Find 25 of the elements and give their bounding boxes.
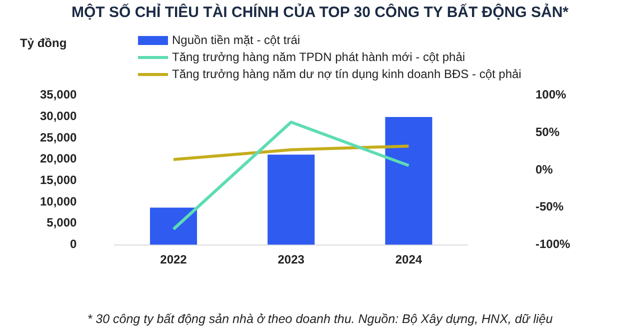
y2-tick-label: 100% bbox=[536, 88, 567, 102]
y-tick-label: 10,000 bbox=[40, 194, 78, 208]
y-tick-label: 35,000 bbox=[40, 88, 78, 102]
y-tick-label: 0 bbox=[70, 237, 78, 252]
legend-label: Nguồn tiền mặt - cột trái bbox=[172, 33, 300, 47]
legend-label: Tăng trưởng hàng năm TPDN phát hành mới - cột phải bbox=[172, 50, 466, 64]
y-axis-title: Tỷ đồng bbox=[20, 36, 67, 50]
y2-tick-label: -100% bbox=[536, 237, 571, 252]
x-tick-label: 2024 bbox=[395, 252, 422, 266]
legend-label: Tăng trưởng hàng năm dư nợ tín dụng kinh doanh BĐS - cột phải bbox=[172, 67, 522, 81]
y-tick-label: 20,000 bbox=[40, 152, 78, 166]
y-tick-label: 15,000 bbox=[40, 173, 78, 187]
bar bbox=[150, 208, 198, 245]
y2-tick-label: 0% bbox=[536, 162, 554, 176]
text: * 30 công ty bất động sản nhà ở theo doanh thu. Nguồn: Bộ Xây dựng, HNX, dữ liệu bbox=[86, 312, 554, 326]
y-tick-label: 25,000 bbox=[40, 130, 78, 144]
bar bbox=[268, 154, 315, 245]
y-tick-label: 5,000 bbox=[46, 216, 78, 230]
x-tick-label: 2023 bbox=[278, 252, 305, 266]
bar bbox=[385, 117, 432, 245]
y-tick-label: 30,000 bbox=[40, 108, 78, 123]
x-tick-label: 2022 bbox=[160, 252, 188, 266]
chart-title: MỘT SỐ CHỈ TIÊU TÀI CHÍNH CỦA TOP 30 CÔNG TY BẤT ĐỘNG SẢN* bbox=[70, 4, 570, 21]
y2-tick-label: -50% bbox=[536, 200, 564, 214]
y2-tick-label: 50% bbox=[536, 124, 560, 139]
